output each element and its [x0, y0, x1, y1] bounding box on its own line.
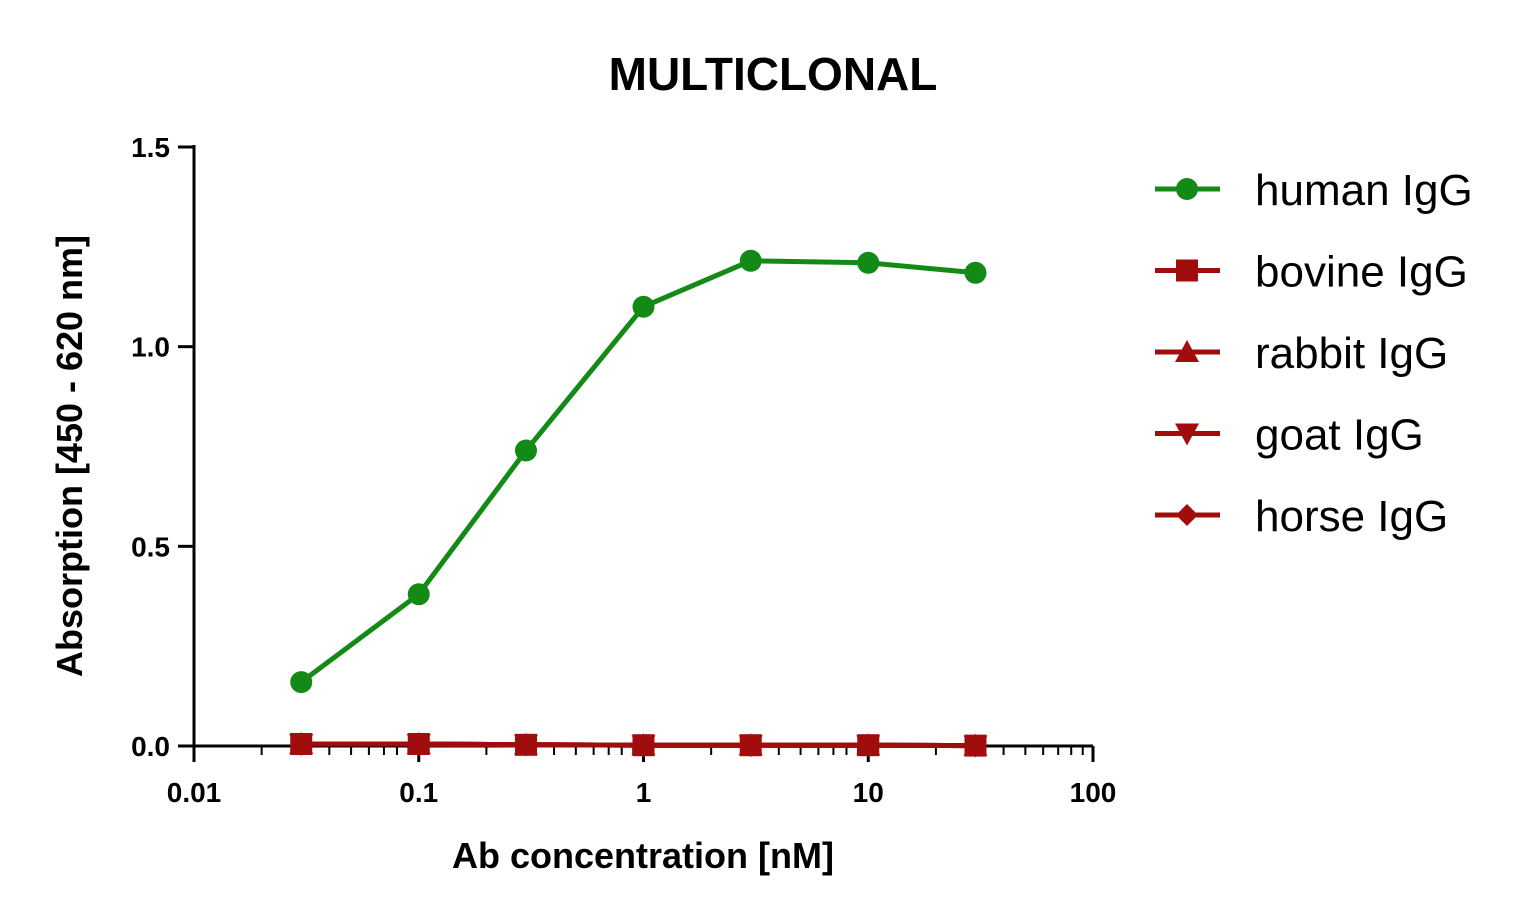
series-layer [289, 249, 988, 758]
data-point [632, 734, 655, 757]
legend: human IgG bovine IgG rabbit IgG goat IgG hor… [1155, 166, 1473, 541]
legend-marker [1176, 504, 1198, 526]
legend-item: goat IgG [1155, 411, 1424, 460]
legend-marker [1176, 259, 1198, 282]
data-point [632, 295, 655, 318]
legend-marker [1175, 340, 1199, 362]
x-axis-label: Ab concentration [nM] [452, 835, 834, 876]
data-point [290, 733, 313, 756]
legend-marker [1175, 423, 1199, 446]
y-tick-label: 1.0 [131, 332, 170, 363]
data-point [290, 671, 313, 694]
x-tick-label: 0.01 [167, 777, 222, 808]
data-point [964, 261, 987, 284]
series-human-igg [290, 249, 987, 694]
x-tick-label: 100 [1070, 777, 1117, 808]
data-point [514, 733, 537, 756]
data-point [739, 249, 762, 272]
y-tick-label: 1.5 [131, 132, 170, 163]
legend-label: rabbit IgG [1255, 329, 1448, 378]
x-tick-label: 1 [636, 777, 652, 808]
legend-item: rabbit IgG [1155, 329, 1448, 378]
series-line [299, 258, 976, 685]
legend-label: bovine IgG [1255, 248, 1468, 297]
data-point [407, 733, 430, 756]
legend-label: human IgG [1255, 166, 1473, 215]
y-tick-label: 0.5 [131, 531, 170, 562]
y-tick-label: 0.0 [131, 731, 170, 762]
legend-item: bovine IgG [1155, 248, 1468, 297]
data-point [857, 734, 880, 757]
legend-label: horse IgG [1255, 492, 1448, 541]
series-bovine-igg [290, 733, 987, 757]
data-point [407, 583, 430, 606]
legend-marker [1176, 178, 1198, 200]
legend-item: human IgG [1155, 166, 1473, 215]
data-point [514, 439, 537, 462]
x-tick-label: 0.1 [399, 777, 438, 808]
chart-title: MULTICLONAL [609, 48, 938, 100]
y-axis-label: Absorption [450 - 620 nm] [49, 235, 90, 677]
data-point [857, 251, 880, 274]
x-tick-label: 10 [853, 777, 884, 808]
data-point [739, 734, 762, 757]
data-point [964, 734, 987, 757]
legend-label: goat IgG [1255, 411, 1424, 460]
axes: 0.0 0.5 1.0 1.5 0.01 0.1 1 10 100 [131, 132, 1116, 808]
legend-item: horse IgG [1155, 492, 1448, 541]
